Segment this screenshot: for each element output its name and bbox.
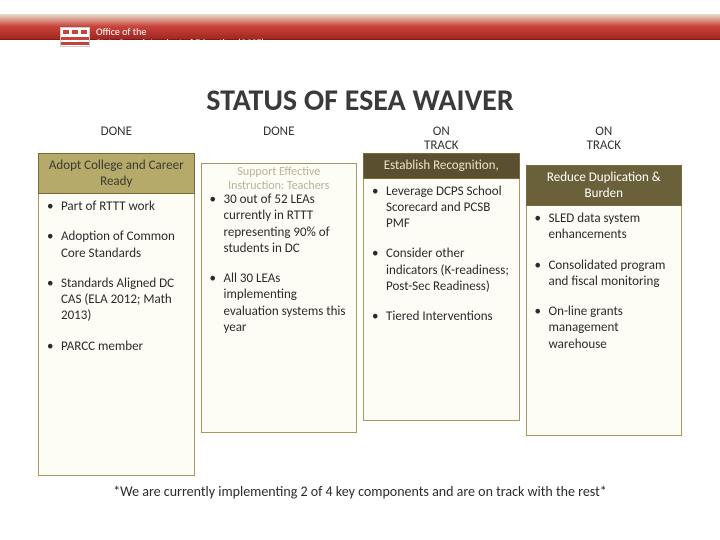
bullet-list: SLED data system enhancements Consolidat…: [535, 211, 674, 353]
bullet-item: Leverage DCPS School Scorecard and PCSB …: [372, 184, 511, 233]
column-body: Accountability and Leverage DCPS School …: [363, 161, 520, 421]
bullet-list: Part of RTTT work Adoption of Common Cor…: [47, 199, 186, 355]
bullet-item: On-line grants management warehouse: [535, 304, 674, 353]
bullet-item: Tiered Interventions: [372, 309, 511, 325]
dc-flag-icon: [60, 27, 90, 47]
bullet-item: SLED data system enhancements: [535, 211, 674, 244]
bullet-item: 30 out of 52 LEAs currently in RTTT repr…: [210, 192, 349, 257]
bullet-list: 30 out of 52 LEAs currently in RTTT repr…: [210, 192, 349, 336]
column-1: DONE Adopt College and Career Ready Part…: [38, 125, 195, 476]
bullet-item: Consider other indicators (K-readiness; …: [372, 246, 511, 295]
bullet-item: Standards Aligned DC CAS (ELA 2012; Math…: [47, 276, 186, 325]
bullet-list: Leverage DCPS School Scorecard and PCSB …: [372, 184, 511, 326]
column-header: Establish Recognition,: [363, 153, 520, 179]
bullet-item: All 30 LEAs implementing evaluation syst…: [210, 271, 349, 336]
bullet-item: Consolidated program and fiscal monitori…: [535, 258, 674, 291]
status-label: ON TRACK: [586, 125, 621, 154]
bullet-item: Part of RTTT work: [47, 199, 186, 215]
header-logo: Office of the State Superintendent of Ed…: [60, 26, 264, 48]
status-label: DONE: [263, 125, 294, 139]
header-band: Office of the State Superintendent of Ed…: [0, 14, 720, 48]
column-body: Part of RTTT work Adoption of Common Cor…: [38, 176, 195, 476]
ghost-header: Support Effective Instruction: Teachers: [210, 166, 349, 194]
footnote: *We are currently implementing 2 of 4 ke…: [0, 483, 720, 500]
header-text: Office of the State Superintendent of Ed…: [96, 26, 264, 48]
status-label: DONE: [101, 125, 132, 139]
column-2: DONE Support Effective Instruction: Teac…: [201, 125, 358, 476]
column-header: Adopt College and Career Ready: [38, 153, 195, 194]
header-line2: State Superintendent of Education (OSSE): [96, 37, 264, 48]
column-body: Support Effective Instruction: Teachers …: [201, 163, 358, 433]
page-title: STATUS OF ESEA WAIVER: [0, 82, 720, 119]
bullet-item: PARCC member: [47, 339, 186, 355]
column-body: SLED data system enhancements Consolidat…: [526, 188, 683, 436]
column-4: ON TRACK Reduce Duplication & Burden SLE…: [526, 125, 683, 476]
column-header: Reduce Duplication & Burden: [526, 165, 683, 206]
column-3: ON TRACK Establish Recognition, Accounta…: [363, 125, 520, 476]
status-label: ON TRACK: [424, 125, 459, 154]
columns-container: DONE Adopt College and Career Ready Part…: [38, 125, 682, 476]
bullet-item: Adoption of Common Core Standards: [47, 229, 186, 262]
